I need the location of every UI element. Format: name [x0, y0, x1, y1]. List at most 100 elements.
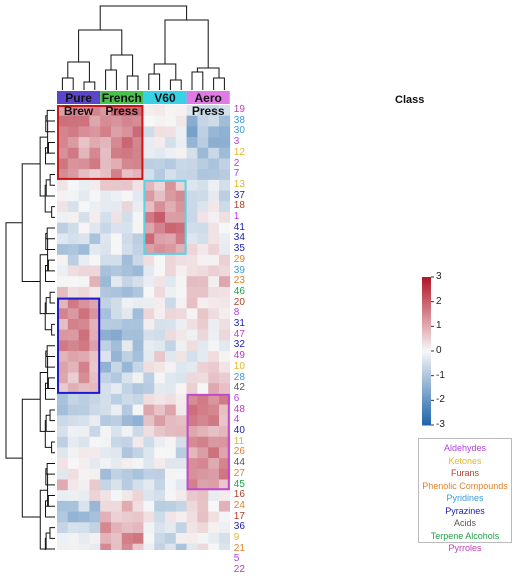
- color-scale-step: [422, 370, 431, 374]
- dendrogram-branch: [46, 109, 55, 122]
- heatmap-cell: [197, 351, 209, 363]
- heatmap-cell: [143, 436, 155, 448]
- heatmap-cell: [197, 361, 209, 373]
- heatmap-cell: [89, 372, 101, 384]
- heatmap-cell: [111, 468, 123, 480]
- heatmap-cell: [208, 436, 220, 448]
- heatmap-cell: [78, 233, 90, 245]
- heatmap-cell: [165, 468, 177, 480]
- heatmap-cell: [154, 543, 166, 550]
- heatmap-cell: [219, 340, 231, 352]
- color-scale-step: [422, 299, 431, 303]
- heatmap-cell: [175, 137, 187, 149]
- heatmap-cell: [100, 415, 112, 427]
- heatmap-cell: [219, 404, 231, 416]
- heatmap-cell: [143, 212, 155, 223]
- heatmap-cell: [219, 426, 231, 437]
- color-scale-bar: [422, 276, 434, 426]
- heatmap-cell: [197, 201, 209, 213]
- heatmap-cell: [208, 265, 220, 277]
- dendrogram-branch: [110, 54, 134, 76]
- heatmap-cell: [219, 511, 231, 523]
- heatmap-cell: [121, 351, 133, 363]
- heatmap-cell: [219, 372, 231, 384]
- row-label: 49: [233, 350, 245, 362]
- color-scale-step: [422, 318, 431, 322]
- heatmap-cell: [143, 308, 155, 320]
- heatmap-cell: [57, 222, 69, 234]
- heatmap-cell: [165, 158, 177, 170]
- row-label: 47: [233, 328, 245, 340]
- heatmap-cell: [208, 244, 220, 256]
- color-scale-step: [422, 402, 431, 406]
- color-scale-step: [422, 353, 431, 357]
- heatmap-cell: [154, 319, 166, 330]
- color-scale-step: [422, 422, 431, 426]
- color-scale-step: [422, 291, 431, 295]
- heatmap-cell: [154, 340, 166, 352]
- heatmap-cell: [175, 265, 187, 277]
- heatmap-cell: [175, 468, 187, 480]
- heatmap-cell: [57, 286, 69, 298]
- heatmap-cell: [89, 404, 101, 416]
- heatmap-cell: [111, 254, 123, 266]
- heatmap-cell: [132, 393, 144, 405]
- heatmap-cell: [219, 169, 231, 181]
- row-label: 12: [233, 146, 245, 158]
- dendrogram-branch: [45, 468, 55, 486]
- heatmap-cell: [143, 500, 155, 512]
- heatmap-cell: [165, 308, 177, 320]
- heatmap-cell: [132, 244, 144, 256]
- heatmap-cell: [219, 158, 231, 170]
- legend-entry: Acids: [453, 518, 476, 528]
- legend-entry: Aldehydes: [443, 443, 487, 453]
- heatmap-cell: [57, 436, 69, 448]
- heatmap-cell: [111, 415, 123, 427]
- heatmap-cell: [165, 351, 177, 363]
- heatmap-cell: [111, 500, 123, 512]
- heatmap-cell: [57, 233, 69, 245]
- heatmap-cell: [89, 126, 101, 138]
- heatmap-cell: [197, 404, 209, 416]
- heatmap-cell: [100, 201, 112, 213]
- row-label: 5: [233, 553, 240, 565]
- heatmap-cell: [57, 147, 69, 159]
- heatmap-cell: [154, 212, 166, 223]
- heatmap-cell: [186, 147, 198, 159]
- heatmap-cell: [67, 147, 79, 159]
- heatmap-cell: [100, 276, 112, 288]
- heatmap-cell: [121, 522, 133, 534]
- heatmap-cell: [143, 244, 155, 256]
- heatmap-cell: [186, 244, 198, 256]
- heatmap-cell: [111, 158, 123, 170]
- heatmap-cell: [132, 115, 144, 127]
- heatmap-cell: [67, 169, 79, 181]
- heatmap-cell: [154, 308, 166, 320]
- heatmap-cell: [175, 115, 187, 127]
- heatmap-cell: [78, 212, 90, 223]
- heatmap-cell: [89, 222, 101, 234]
- heatmap-cell: [67, 179, 79, 191]
- heatmap-cell: [132, 533, 144, 544]
- heatmap-cell: [208, 158, 220, 170]
- heatmap-cell: [121, 426, 133, 437]
- heatmap-cell: [111, 351, 123, 363]
- heatmap-cell: [219, 308, 231, 320]
- group-label: Pure Brew: [63, 91, 94, 118]
- heatmap-cell: [175, 543, 187, 550]
- heatmap-cell: [78, 490, 90, 502]
- heatmap-cell: [78, 329, 90, 341]
- heatmap-cell: [154, 393, 166, 405]
- heatmap-cell: [219, 479, 231, 491]
- heatmap-cell: [132, 404, 144, 416]
- row-label: 26: [233, 446, 245, 458]
- heatmap-cell: [154, 179, 166, 191]
- color-scale-step: [422, 378, 431, 382]
- heatmap-cell: [132, 372, 144, 384]
- heatmap-cell: [175, 222, 187, 234]
- heatmap-cell: [165, 254, 177, 266]
- color-scale-step: [422, 286, 431, 290]
- heatmap-cell: [197, 415, 209, 427]
- heatmap-cell: [100, 212, 112, 223]
- color-scale-step: [422, 309, 431, 313]
